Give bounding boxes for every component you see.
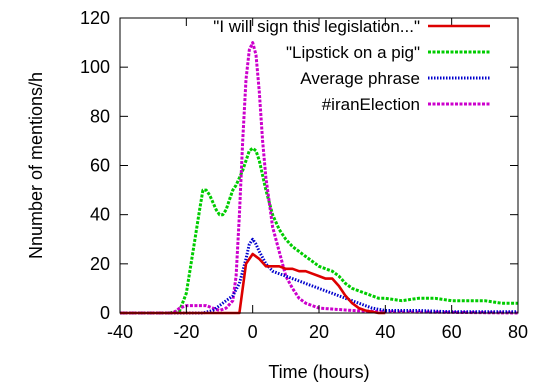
series-line-0 (120, 252, 386, 315)
legend-label: "Lipstick on a pig" (286, 43, 420, 62)
x-tick-label: 20 (309, 322, 329, 342)
y-tick-label: 0 (100, 303, 110, 323)
y-tick-label: 80 (90, 106, 110, 126)
y-tick-label: 20 (90, 254, 110, 274)
y-tick-label: 120 (80, 8, 110, 28)
series-line-2 (120, 237, 518, 315)
x-tick-label: 80 (508, 322, 528, 342)
y-axis-label: Nnumber of mentions/h (26, 72, 46, 259)
legend-label: Average phrase (300, 69, 420, 88)
x-tick-label: -40 (107, 322, 133, 342)
y-tick-label: 60 (90, 156, 110, 176)
x-tick-label: 40 (375, 322, 395, 342)
x-tick-label: 0 (248, 322, 258, 342)
series-line-1 (120, 146, 518, 315)
plot-frame (119, 17, 519, 314)
series-layer (120, 41, 519, 315)
y-tick-label: 40 (90, 205, 110, 225)
x-tick-label: 60 (442, 322, 462, 342)
x-tick-label: -20 (173, 322, 199, 342)
legend: "I will sign this legislation..." "Lipsti… (213, 17, 490, 114)
y-tick-label: 100 (80, 57, 110, 77)
x-axis-label: Time (hours) (268, 362, 369, 382)
series-line-3 (120, 41, 519, 315)
legend-label: #iranElection (322, 95, 420, 114)
ticks-layer: -40 -20 0 20 40 60 80 0 20 40 60 80 100 120 (80, 8, 528, 342)
legend-label: "I will sign this legislation..." (213, 17, 420, 36)
